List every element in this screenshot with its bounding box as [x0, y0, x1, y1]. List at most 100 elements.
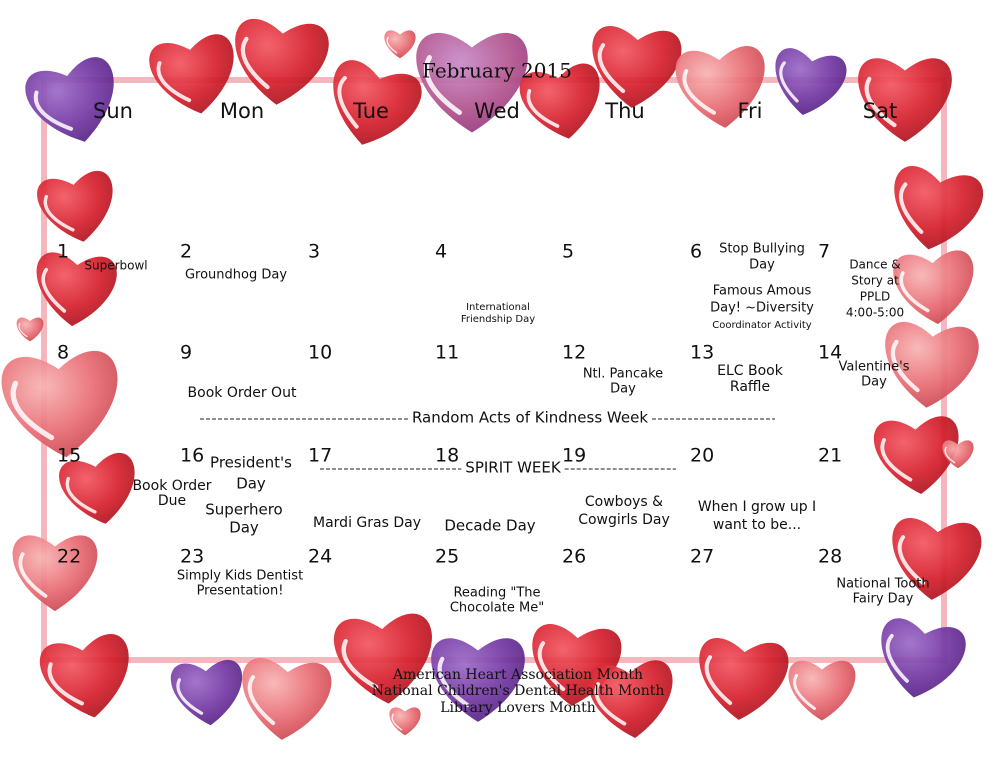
event-text: want to be...	[713, 517, 801, 533]
event-text: Story at	[851, 274, 899, 288]
event-text: Ntl. Pancake	[583, 367, 663, 382]
heart	[519, 63, 600, 139]
event-text: PPLD	[860, 290, 890, 304]
heart	[384, 30, 416, 59]
footer-text: National Children's Dental Health Month	[372, 683, 665, 699]
heart	[942, 440, 974, 469]
heart-shine	[176, 678, 204, 715]
heart-shine	[704, 655, 733, 706]
event-text: Raffle	[730, 379, 770, 395]
footer-text: American Heart Association Month	[392, 667, 643, 683]
heart-shine	[386, 36, 398, 54]
heart-shine	[437, 656, 470, 708]
weekday-header: Tue	[352, 99, 389, 123]
event-text: National Tooth	[836, 577, 929, 592]
date-number: 19	[562, 445, 586, 467]
heart	[1, 350, 118, 458]
date-number: 8	[57, 342, 69, 364]
date-number: 23	[180, 546, 204, 568]
heart-shine	[793, 674, 816, 710]
event-text: Coordinator Activity	[712, 320, 812, 331]
date-number: 11	[435, 342, 459, 364]
event-text: Stop Bullying	[719, 242, 805, 257]
heart-shine	[899, 182, 924, 234]
event-text: Day	[236, 475, 266, 493]
heart	[675, 46, 765, 128]
heart	[37, 171, 113, 242]
heart	[40, 633, 129, 718]
event-text: Superhero	[205, 501, 282, 519]
heart	[170, 659, 242, 726]
heart-shine	[18, 322, 28, 338]
heart-shine	[41, 267, 67, 313]
date-number: 15	[57, 445, 81, 467]
event-text: International	[466, 302, 530, 313]
heart-shine	[880, 438, 913, 482]
event-text: Day	[749, 258, 775, 273]
heart	[389, 707, 421, 736]
heart	[893, 250, 974, 325]
date-number: 5	[562, 241, 574, 263]
event-text: 4:00-5:00	[846, 306, 904, 320]
heart-shine	[537, 641, 566, 692]
heart	[242, 658, 332, 740]
heart-shine	[864, 76, 897, 128]
date-number: 3	[308, 241, 320, 263]
event-text: Dance &	[849, 258, 900, 272]
footer-text: Library Lovers Month	[440, 700, 596, 716]
event-text: Book Order Out	[188, 385, 297, 401]
event-text: When I grow up I	[698, 499, 816, 515]
heart-shine	[526, 89, 560, 128]
event-text: Day	[229, 519, 259, 537]
heart	[12, 535, 98, 612]
heart-shine	[47, 662, 84, 706]
event-text: Mardi Gras Day	[313, 515, 421, 531]
weekday-header: Sat	[863, 99, 897, 123]
heart-shine	[899, 271, 930, 313]
heart-shine	[890, 339, 920, 393]
heart-shine	[43, 194, 75, 232]
heart	[235, 19, 329, 105]
weekday-header: Mon	[220, 99, 264, 123]
heart	[699, 638, 789, 720]
event-text: Day	[610, 382, 636, 397]
date-number: 13	[690, 342, 714, 364]
event-text: Day	[861, 375, 887, 390]
heart-shine	[779, 61, 799, 103]
date-number: 27	[690, 546, 714, 568]
date-number: 7	[818, 241, 830, 263]
event-text: Simply Kids Dentist	[177, 569, 303, 584]
heart-shine	[247, 675, 276, 726]
date-number: 1	[57, 241, 69, 263]
date-number: 16	[180, 445, 204, 467]
event-text: Valentine's	[839, 360, 910, 375]
date-number: 25	[435, 546, 459, 568]
date-number: 28	[818, 546, 842, 568]
heart-shine	[423, 55, 462, 115]
heart	[587, 660, 673, 738]
heart-shine	[33, 90, 74, 131]
heart-shine	[944, 446, 956, 464]
heart-shine	[337, 75, 359, 129]
date-number: 21	[818, 445, 842, 467]
heart-shine	[240, 36, 270, 90]
heart	[788, 660, 856, 721]
event-text: Superbowl	[84, 259, 147, 273]
heart	[25, 57, 114, 142]
event-text: Due	[158, 493, 186, 509]
heart-shine	[156, 61, 192, 103]
banner-text: Random Acts of Kindness Week	[412, 409, 648, 427]
event-text: Chocolate Me"	[450, 601, 544, 616]
calendar-title: February 2015	[422, 59, 572, 83]
heart	[59, 453, 135, 524]
heart-shine	[10, 380, 55, 441]
date-number: 24	[308, 546, 332, 568]
date-number: 20	[690, 445, 714, 467]
event-text: Cowgirls Day	[578, 512, 670, 528]
event-text: Fairy Day	[853, 592, 914, 607]
event-text: Friendship Day	[461, 314, 535, 325]
event-text: Famous Amous	[713, 284, 812, 299]
event-text: Presentation!	[197, 584, 284, 599]
heart-shine	[594, 682, 627, 726]
